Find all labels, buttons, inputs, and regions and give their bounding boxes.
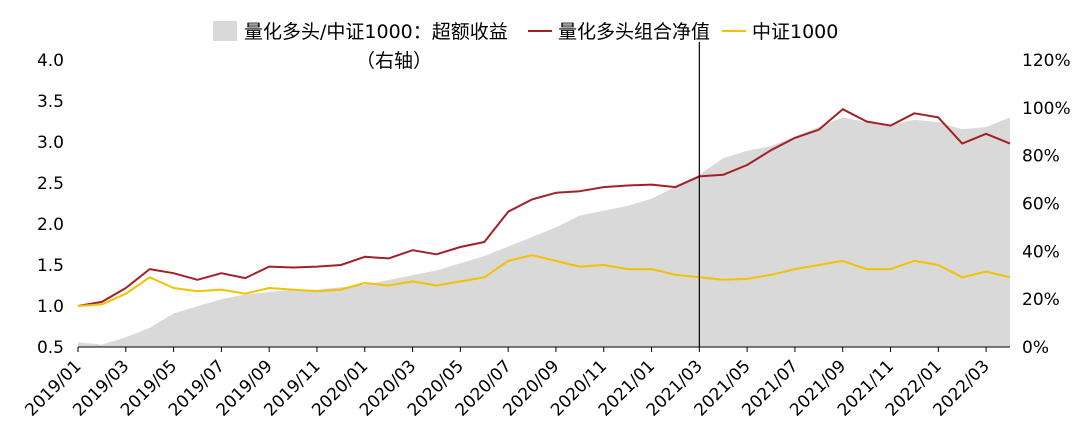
- legend-label-right-axis-note: （右轴）: [356, 50, 432, 72]
- right-axis-tick: 0%: [1022, 338, 1049, 358]
- left-axis-tick: 0.5: [37, 338, 64, 358]
- legend-label-excess-return: 量化多头/中证1000：超额收益: [244, 21, 508, 43]
- right-axis-tick: 20%: [1022, 290, 1060, 310]
- quant-long-nav-line: [77, 108, 1011, 307]
- csi1000-line: [77, 254, 1011, 307]
- left-axis-tick: 4.0: [37, 51, 64, 71]
- left-axis-tick: 1.5: [37, 256, 64, 276]
- left-axis-tick: 3.0: [37, 133, 64, 153]
- legend-swatch-area: [213, 21, 237, 41]
- left-axis-tick: 2.0: [37, 215, 64, 235]
- right-axis-tick: 80%: [1022, 147, 1060, 167]
- legend-label-nav: 量化多头组合净值: [558, 21, 710, 43]
- right-axis-tick: 60%: [1022, 195, 1060, 215]
- right-axis-tick: 120%: [1022, 51, 1071, 71]
- left-axis-tick: 3.5: [37, 92, 64, 112]
- excess-return-area: [78, 117, 1010, 348]
- left-axis-tick: 2.5: [37, 174, 64, 194]
- left-axis-tick: 1.0: [37, 297, 64, 317]
- right-axis-tick: 40%: [1022, 242, 1060, 262]
- right-axis-tick: 100%: [1022, 99, 1071, 119]
- legend-label-csi1000: 中证1000: [752, 21, 838, 43]
